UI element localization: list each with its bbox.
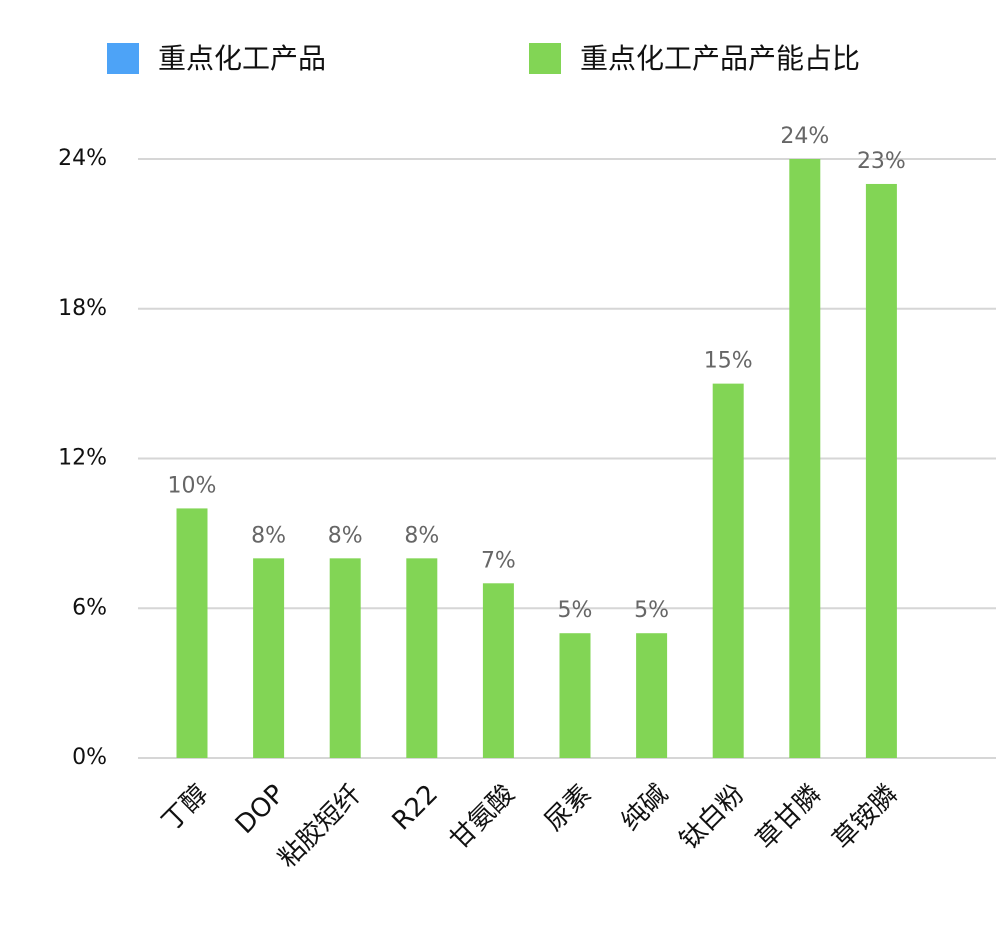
data-label: 23% [857, 149, 906, 174]
x-tick-label: 丁醇 [156, 779, 214, 837]
data-label: 15% [704, 349, 753, 374]
legend-label: 重点化工产品产能占比 [580, 42, 860, 75]
legend-label: 重点化工产品 [158, 42, 326, 75]
bar [482, 583, 514, 758]
data-label: 8% [251, 523, 286, 548]
bar [636, 633, 668, 758]
data-label: 10% [168, 473, 217, 498]
y-tick-label: 18% [58, 296, 107, 321]
data-label: 5% [634, 598, 669, 623]
y-tick-label: 0% [72, 745, 107, 770]
bar [329, 558, 361, 758]
bar [865, 183, 897, 759]
x-tick-label: 粘胶短纤 [273, 779, 368, 874]
y-tick-label: 6% [72, 595, 107, 620]
bar [789, 159, 821, 758]
data-label: 24% [780, 124, 829, 149]
x-tick-label: 钛白粉 [674, 779, 750, 855]
x-tick-label: R22 [387, 779, 444, 836]
bar [406, 558, 438, 758]
legend-swatch [529, 43, 561, 74]
y-tick-label: 24% [58, 146, 107, 171]
data-label: 8% [404, 523, 439, 548]
x-tick-label: 甘氨酸 [444, 779, 520, 855]
y-tick-label: 12% [58, 446, 107, 471]
bar [253, 558, 285, 758]
bar [176, 508, 208, 758]
x-tick-label: 纯碱 [616, 779, 674, 837]
x-tick-label: 草甘膦 [751, 779, 827, 855]
data-label: 7% [481, 548, 516, 573]
bar [559, 633, 591, 758]
x-tick-label: DOP [230, 779, 291, 840]
x-tick-label: 尿素 [539, 779, 597, 837]
data-label: 5% [558, 598, 593, 623]
data-label: 8% [328, 523, 363, 548]
legend-swatch [107, 43, 139, 74]
bar [712, 383, 744, 758]
x-tick-label: 草铵膦 [827, 779, 903, 855]
